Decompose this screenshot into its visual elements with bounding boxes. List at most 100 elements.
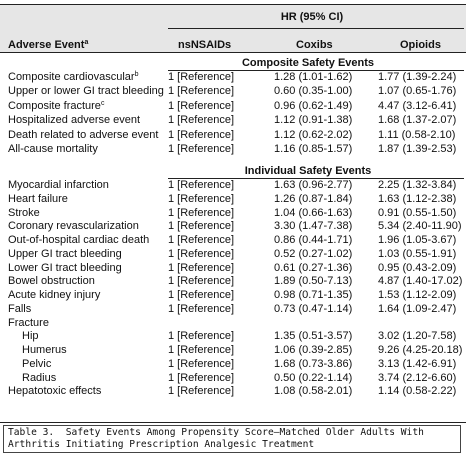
section-rule — [168, 70, 464, 71]
cell: 2.25 (1.32-3.84) — [378, 179, 457, 191]
event-label: Lower GI tract bleeding — [8, 261, 122, 274]
cell: 1.06 (0.39-2.85) — [274, 344, 353, 356]
cell: 0.73 (0.47-1.14) — [274, 302, 353, 315]
cell: 1 [Reference] — [168, 85, 235, 98]
column-note: a — [84, 39, 89, 46]
cell: 1 [Reference] — [168, 128, 235, 141]
cell: 0.95 (0.43-2.09) — [378, 261, 457, 274]
event-note: c — [100, 99, 105, 107]
column-header: Adverse Eventa — [8, 39, 89, 51]
event-label: Hospitalized adverse event — [8, 114, 141, 127]
cell: 1.53 (1.12-2.09) — [378, 289, 457, 301]
event-label: Upper GI tract bleeding — [8, 247, 122, 260]
event-label: Myocardial infarction — [8, 179, 109, 191]
cell: 1 [Reference] — [168, 247, 235, 260]
event-label: Hip — [22, 330, 39, 343]
cell: 3.74 (2.12-6.60) — [378, 371, 457, 384]
section-title: Composite Safety Events — [241, 57, 375, 69]
cell: 1 [Reference] — [168, 261, 235, 274]
cell: 0.60 (0.35-1.00) — [274, 85, 353, 98]
event-label: Hepatotoxic effects — [8, 385, 102, 398]
cell: 1.63 (1.12-2.38) — [378, 192, 457, 205]
cell: 1.07 (0.65-1.76) — [378, 85, 457, 98]
cell: 1 [Reference] — [168, 289, 235, 301]
cell: 1 [Reference] — [168, 114, 235, 127]
cell: 3.30 (1.47-7.38) — [274, 220, 353, 233]
cell: 1 [Reference] — [168, 275, 235, 288]
cell: 4.47 (3.12-6.41) — [378, 99, 457, 112]
column-header: nsNSAIDs — [178, 39, 232, 51]
cell: 1 [Reference] — [168, 143, 235, 155]
cell: 1.08 (0.58-2.01) — [274, 385, 353, 398]
column-header: Opioids — [400, 39, 441, 51]
cell: 1 [Reference] — [168, 206, 235, 219]
cell: 1.68 (1.37-2.07) — [378, 114, 457, 127]
cell: 4.87 (1.40-17.02) — [378, 275, 463, 288]
event-label: All-cause mortality — [8, 143, 98, 155]
cell: 1.68 (0.73-3.86) — [274, 357, 353, 370]
cell: 1.11 (0.58-2.10) — [378, 128, 456, 141]
cell: 1.64 (1.09-2.47) — [378, 302, 457, 315]
cell: 0.96 (0.62-1.49) — [274, 99, 353, 112]
top-rule — [0, 4, 466, 5]
cell: 3.02 (1.20-7.58) — [378, 330, 457, 343]
caption: Table 3. Safety Events Among Propensity … — [3, 425, 461, 453]
cell: 1 [Reference] — [168, 385, 235, 398]
cell: 1.77 (1.39-2.24) — [378, 71, 457, 83]
cell: 0.50 (0.22-1.14) — [274, 371, 353, 384]
cell: 1 [Reference] — [168, 371, 235, 384]
caption-label: Table 3. — [8, 427, 55, 438]
event-label: Pelvic — [22, 357, 52, 370]
cell: 1 [Reference] — [168, 192, 235, 205]
cell: 1.12 (0.91-1.38) — [274, 114, 353, 127]
event-label: Radius — [22, 371, 57, 384]
header-rule — [0, 52, 466, 53]
cell: 1 [Reference] — [168, 179, 235, 191]
column-header: Coxibs — [296, 39, 333, 51]
event-label: Out-of-hospital cardiac death — [8, 234, 150, 246]
cell: 9.26 (4.25-20.18) — [378, 344, 463, 356]
event-label: Acute kidney injury — [8, 289, 101, 301]
cell: 1.87 (1.39-2.53) — [378, 143, 457, 155]
cell: 0.91 (0.55-1.50) — [378, 206, 457, 219]
event-label: Upper or lower GI tract bleeding — [8, 85, 164, 98]
cell: 1 [Reference] — [168, 71, 235, 83]
event-label: Composite cardiovascularb — [8, 71, 139, 83]
group-rule — [168, 28, 464, 29]
event-label: Heart failure — [8, 192, 68, 205]
event-label: Death related to adverse event — [8, 128, 159, 141]
group-header: HR (95% CI) — [280, 11, 344, 23]
cell: 3.13 (1.42-6.91) — [378, 357, 457, 370]
event-note: b — [134, 71, 139, 78]
cell: 1.04 (0.66-1.63) — [274, 206, 353, 219]
event-label: Coronary revascularization — [8, 220, 139, 233]
event-label: Bowel obstruction — [8, 275, 95, 288]
section-title: Individual Safety Events — [244, 165, 372, 177]
cell: 1 [Reference] — [168, 220, 235, 233]
cell: 1.35 (0.51-3.57) — [274, 330, 353, 343]
cell: 1.14 (0.58-2.22) — [378, 385, 457, 398]
cell: 1.16 (0.85-1.57) — [274, 143, 353, 155]
cell: 1 [Reference] — [168, 344, 235, 356]
cell: 1.89 (0.50-7.13) — [274, 275, 353, 288]
cell: 1 [Reference] — [168, 234, 235, 246]
event-label: Stroke — [8, 206, 40, 219]
cell: 1.12 (0.62-2.02) — [274, 128, 353, 141]
cell: 1.63 (0.96-2.77) — [274, 179, 353, 191]
event-label: Composite fracturec — [8, 99, 105, 112]
cell: 1 [Reference] — [168, 330, 235, 343]
event-label: Falls — [8, 302, 32, 315]
cell: 1.28 (1.01-1.62) — [274, 71, 353, 83]
event-label: Humerus — [22, 344, 67, 356]
caption-text: Safety Events Among Propensity Score–Mat… — [8, 427, 424, 450]
cell: 0.98 (0.71-1.35) — [274, 289, 353, 301]
cell: 1 [Reference] — [168, 99, 235, 112]
cell: 1.96 (1.05-3.67) — [378, 234, 457, 246]
cell: 1 [Reference] — [168, 357, 235, 370]
cell: 1 [Reference] — [168, 302, 235, 315]
event-label: Fracture — [8, 316, 49, 329]
cell: 1.03 (0.55-1.91) — [378, 247, 457, 260]
cell: 0.52 (0.27-1.02) — [274, 247, 353, 260]
cell: 5.34 (2.40-11.90) — [378, 220, 462, 233]
